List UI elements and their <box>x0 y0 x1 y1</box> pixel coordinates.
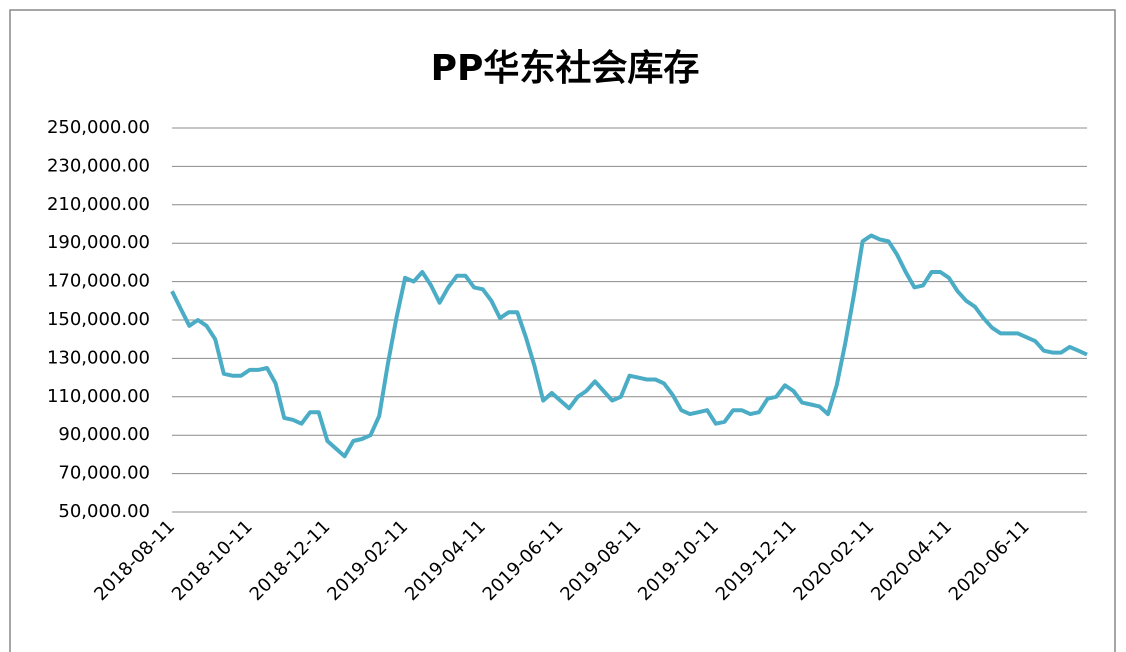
x-tick-label: 2020-04-11 <box>867 516 956 605</box>
chart-frame <box>9 9 1116 652</box>
x-tick-label: 2020-02-11 <box>789 516 878 605</box>
y-tick-label: 70,000.00 <box>58 463 150 484</box>
y-tick-label: 130,000.00 <box>47 347 150 368</box>
y-tick-label: 90,000.00 <box>58 424 150 445</box>
y-tick-label: 150,000.00 <box>47 309 150 330</box>
y-tick-label: 250,000.00 <box>47 117 150 138</box>
y-tick-label: 50,000.00 <box>58 501 150 522</box>
y-tick-label: 190,000.00 <box>47 232 150 253</box>
x-tick-label: 2019-02-11 <box>323 516 412 605</box>
x-tick-label: 2019-06-11 <box>479 516 568 605</box>
y-tick-label: 210,000.00 <box>47 194 150 215</box>
x-tick-label: 2019-04-11 <box>401 516 490 605</box>
x-tick-label: 2020-06-11 <box>945 516 1034 605</box>
x-tick-label: 2018-12-11 <box>246 516 335 605</box>
x-tick-label: 2018-10-11 <box>168 516 257 605</box>
y-tick-label: 110,000.00 <box>47 386 150 407</box>
x-tick-label: 2019-10-11 <box>634 516 723 605</box>
y-tick-label: 230,000.00 <box>47 155 150 176</box>
data-line <box>170 233 1088 459</box>
y-tick-label: 170,000.00 <box>47 271 150 292</box>
chart-title: PP华东社会库存 <box>431 48 700 89</box>
x-tick-label: 2018-08-11 <box>90 516 179 605</box>
x-tick-label: 2019-12-11 <box>712 516 801 605</box>
x-tick-label: 2019-08-11 <box>556 516 645 605</box>
